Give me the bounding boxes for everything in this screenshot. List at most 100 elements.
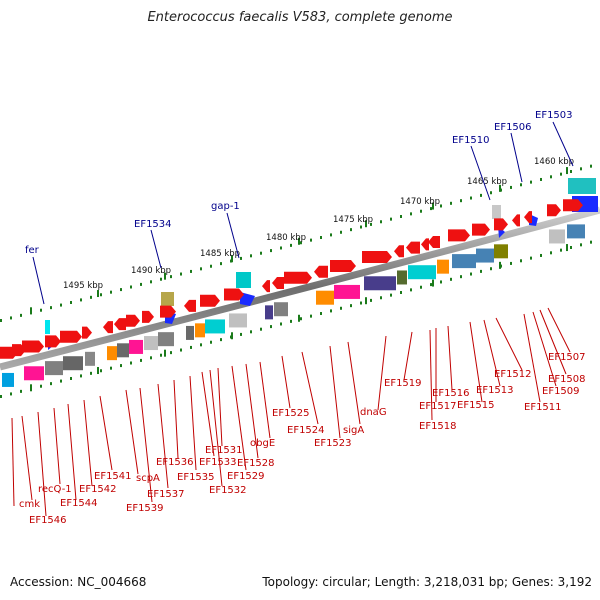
scale-dot (300, 317, 302, 321)
gene-arrow (45, 335, 61, 348)
major-ticks (30, 167, 568, 392)
callout-line (217, 367, 223, 447)
gene-arrow (472, 223, 490, 236)
major-tick (231, 255, 233, 263)
gene-arrow (272, 277, 284, 290)
callout-line (83, 399, 93, 487)
scale-dot (110, 366, 112, 370)
scale-dot (520, 183, 522, 187)
gene-label: EF1510 (452, 135, 490, 146)
callout-line (539, 309, 567, 375)
gene-label: EF1503 (535, 110, 573, 121)
gene-label: EF1528 (237, 458, 275, 469)
figure-title: Enterococcus faecalis V583, complete gen… (147, 10, 453, 25)
gene-arrow (142, 310, 154, 323)
scale-dot (40, 308, 42, 312)
gene-label: EF1515 (457, 400, 495, 411)
gene-label: EF1533 (199, 457, 237, 468)
gene-arrow (512, 214, 520, 227)
scale-dot (240, 256, 242, 260)
gene-arrow (362, 251, 392, 264)
gene-block (476, 248, 494, 263)
gene-label: dnaG (360, 407, 387, 418)
gene-block (107, 346, 117, 361)
gene-block (229, 313, 247, 328)
gene-label: sigA (343, 425, 364, 436)
gene-block (2, 372, 14, 387)
gene-arrow (284, 271, 312, 284)
scale-dot (440, 280, 442, 284)
scale-labels: 1460 kbp 1465 kbp 1470 kbp 1475 kbp 1480… (63, 157, 574, 291)
top-gene-labels: EF1503 EF1506 EF1510 gap-1 EF1534 fer (25, 110, 573, 256)
gene-block (397, 270, 407, 285)
gene-arrow (494, 218, 508, 231)
gene-block (63, 356, 83, 371)
scale-dot (120, 288, 122, 292)
callout-line (21, 415, 33, 501)
gene-arrow (448, 229, 470, 242)
scale-dot (100, 369, 102, 373)
gene-label: EF1512 (494, 369, 532, 380)
callout-line (125, 389, 139, 475)
major-tick (432, 202, 434, 210)
scale-dot (210, 340, 212, 344)
gene-arrow (82, 326, 92, 339)
gene-arrow (547, 204, 561, 217)
gene-arrow (428, 236, 440, 249)
scale-label: 1470 kbp (400, 197, 440, 207)
scale-dot (50, 306, 52, 310)
callout-line (99, 395, 113, 471)
scale-dot (460, 199, 462, 203)
scale-dot (310, 314, 312, 318)
scale-dot (430, 283, 432, 287)
gene-arrow (421, 238, 429, 251)
gene-label: EF1529 (227, 471, 265, 482)
scale-dot (190, 269, 192, 273)
scale-dot (540, 253, 542, 257)
scale-dot (560, 172, 562, 176)
gene-block (334, 284, 360, 299)
gene-arrow (184, 299, 196, 312)
callout-line (532, 311, 557, 387)
scale-dot (480, 269, 482, 273)
bottom-gene-labels: EF1507 EF1508 EF1509 EF1511 EF1512 EF151… (19, 352, 586, 526)
scale-dot (80, 298, 82, 302)
scale-dot (570, 245, 572, 249)
gene-label: EF1541 (94, 471, 132, 482)
gene-block (316, 290, 334, 305)
callout-line (403, 331, 413, 381)
gene-block (265, 305, 273, 320)
gene-arrow (60, 330, 82, 343)
scale-dot (200, 343, 202, 347)
dotted-scale-outer (0, 164, 592, 322)
gene-block (117, 343, 129, 358)
scale-dot (90, 371, 92, 375)
scale-dot (150, 280, 152, 284)
scale-dot (270, 325, 272, 329)
gene-label: EF1506 (494, 122, 532, 133)
gene-block (24, 366, 44, 381)
callout-line (231, 365, 247, 471)
callout-line (377, 335, 387, 411)
gene-block (195, 323, 205, 338)
scale-dot (40, 384, 42, 388)
gene-block (205, 319, 225, 334)
scale-dot (90, 295, 92, 299)
scale-dot (160, 353, 162, 357)
callout-line (157, 383, 169, 489)
gene-arrow-gap1 (240, 292, 255, 306)
callout-line (189, 375, 197, 471)
gene-block (129, 339, 143, 354)
gene-label: EF1536 (156, 457, 194, 468)
scale-dot (450, 201, 452, 205)
scale-dot (460, 275, 462, 279)
scale-dot (580, 167, 582, 171)
scale-dot (60, 303, 62, 307)
scale-dot (420, 209, 422, 213)
gene-arrow (160, 305, 176, 318)
scale-label: 1495 kbp (63, 281, 103, 291)
callout-line (209, 369, 223, 487)
scale-dot (210, 264, 212, 268)
gene-arrow (22, 340, 44, 353)
scale-dot (580, 243, 582, 247)
